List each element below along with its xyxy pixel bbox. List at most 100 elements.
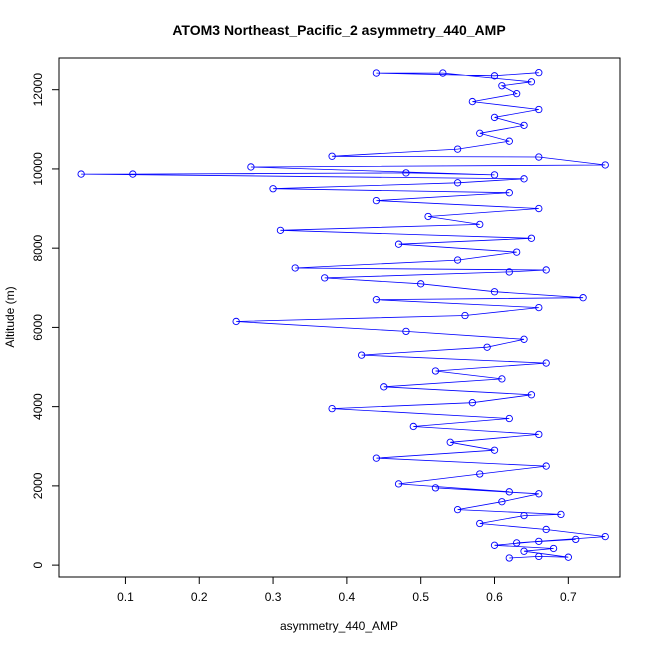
data-point xyxy=(372,196,381,205)
data-point xyxy=(476,519,484,528)
data-point xyxy=(498,82,506,90)
data-point xyxy=(372,454,381,462)
y-tick-label: 12000 xyxy=(31,73,45,107)
series-line xyxy=(81,72,606,559)
data-point xyxy=(276,226,285,234)
plot-frame xyxy=(58,57,621,578)
data-point xyxy=(505,488,513,496)
data-point xyxy=(557,510,565,519)
data-point xyxy=(402,169,410,177)
data-point xyxy=(579,294,587,302)
data-point xyxy=(527,234,536,242)
data-point xyxy=(535,430,543,439)
data-point xyxy=(498,375,506,383)
data-point xyxy=(453,145,462,153)
y-axis-label: Altitude (m) xyxy=(3,286,17,347)
data-point xyxy=(483,343,491,351)
data-point xyxy=(520,335,528,343)
data-point xyxy=(535,537,543,545)
y-tick-label: 0 xyxy=(31,561,45,568)
data-point xyxy=(520,121,528,130)
data-point xyxy=(468,97,477,106)
data-point xyxy=(490,171,499,179)
data-point xyxy=(372,69,381,77)
data-point xyxy=(431,367,440,375)
data-point xyxy=(417,280,425,288)
data-point xyxy=(490,446,499,454)
series-points-group xyxy=(77,69,609,562)
data-point xyxy=(468,399,477,407)
x-tick-label: 0.1 xyxy=(117,590,134,604)
y-tick-label: 8000 xyxy=(31,234,45,261)
y-tick-label: 10000 xyxy=(31,152,45,186)
x-tick-label: 0.2 xyxy=(191,590,208,604)
data-point xyxy=(247,163,255,171)
data-point xyxy=(527,391,536,399)
data-point xyxy=(505,189,513,197)
x-tick-label: 0.3 xyxy=(265,590,282,604)
data-point xyxy=(535,153,543,161)
data-point xyxy=(527,78,536,86)
data-point xyxy=(431,484,440,492)
data-point xyxy=(439,69,447,77)
data-point xyxy=(535,105,543,114)
x-tick-label: 0.4 xyxy=(339,590,356,604)
data-point xyxy=(601,161,609,169)
data-point xyxy=(77,170,85,178)
data-point xyxy=(402,327,410,336)
data-point xyxy=(476,129,484,137)
data-point xyxy=(328,404,336,413)
data-point xyxy=(232,317,240,326)
x-tick-label: 0.6 xyxy=(486,590,503,604)
data-point xyxy=(542,462,550,470)
data-point xyxy=(394,240,403,248)
data-point xyxy=(357,351,366,359)
data-point xyxy=(498,498,506,506)
data-point xyxy=(446,438,454,446)
y-tick-label: 2000 xyxy=(31,472,45,499)
data-point xyxy=(490,288,499,296)
data-point xyxy=(461,311,469,320)
data-point xyxy=(328,152,336,160)
x-axis: 0.1 0.2 0.3 0.4 0.5 0.6 0.7 xyxy=(117,576,577,604)
data-point xyxy=(453,256,462,264)
data-point xyxy=(453,179,462,187)
data-point xyxy=(535,303,543,312)
data-point xyxy=(269,185,277,193)
data-point xyxy=(513,90,521,98)
data-point xyxy=(291,264,299,272)
x-tick-label: 0.7 xyxy=(560,590,577,604)
data-point xyxy=(453,505,462,514)
data-point xyxy=(542,525,550,534)
data-point xyxy=(424,212,432,221)
data-point xyxy=(490,541,499,549)
data-point xyxy=(513,539,521,547)
data-point xyxy=(321,274,329,282)
data-point xyxy=(520,511,528,520)
data-point xyxy=(542,359,550,367)
data-point xyxy=(380,383,388,391)
x-axis-label: asymmetry_440_AMP xyxy=(280,619,398,633)
data-point xyxy=(505,268,513,276)
data-point xyxy=(476,220,484,229)
data-point xyxy=(505,554,513,562)
data-point xyxy=(520,175,528,183)
y-tick-label: 6000 xyxy=(31,314,45,341)
data-point xyxy=(535,69,543,77)
chart-title: ATOM3 Northeast_Pacific_2 asymmetry_440_… xyxy=(172,22,505,38)
y-tick-label: 4000 xyxy=(31,393,45,420)
data-point xyxy=(535,204,543,213)
data-point xyxy=(490,113,499,122)
data-point xyxy=(490,72,499,80)
data-point xyxy=(572,535,580,544)
data-point xyxy=(601,532,609,541)
data-point xyxy=(535,490,543,498)
data-point xyxy=(409,422,417,431)
data-point xyxy=(505,414,513,423)
data-point xyxy=(394,480,403,488)
data-point xyxy=(520,547,528,555)
data-point xyxy=(542,266,550,274)
data-point xyxy=(505,137,513,145)
data-point xyxy=(535,552,543,561)
data-point xyxy=(549,544,558,553)
